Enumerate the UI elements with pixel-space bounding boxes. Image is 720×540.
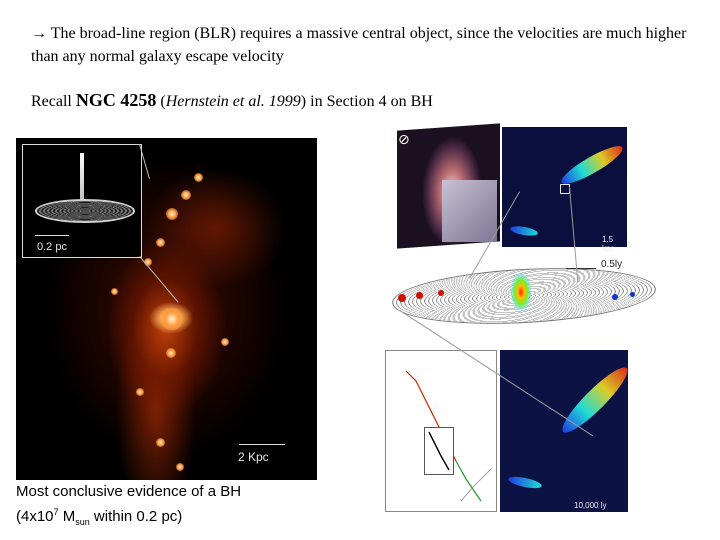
caption-subscript: sun (75, 517, 90, 527)
disk-scale-label: 0.5ly (601, 259, 623, 270)
caption-line-1: Most conclusive evidence of a BH (16, 483, 242, 500)
recall-line: Recall NGC 4258 (Hernstein et al. 1999) … (31, 89, 651, 113)
bullet-body: The broad-line region (BLR) requires a m… (31, 25, 687, 65)
compass-icon: ⊘ (398, 132, 410, 148)
disk-scale-bar (566, 268, 596, 269)
radio-bottom-scale-label: 10,000 ly (574, 501, 607, 510)
rotation-curve-plot (385, 350, 497, 512)
maser-composite: ⊘ 1.5 kpc 0.5ly 10,000 ly (380, 122, 680, 522)
object-name: NGC 4258 (75, 90, 157, 110)
citation: Hernstein et al. 1999 (165, 93, 301, 110)
recall-prefix: Recall (31, 93, 76, 110)
disk-graphic (35, 199, 135, 223)
maser-core (508, 269, 534, 315)
radio-top-scale-label: 1.5 kpc (602, 235, 615, 253)
jet-graphic (80, 153, 84, 203)
galaxy-scale-label: 2 Kpc (238, 450, 269, 464)
rotation-inset (424, 427, 454, 475)
bullet-text: → The broad-line region (BLR) requires a… (31, 22, 701, 68)
inset-scale-label: 0.2 pc (37, 241, 67, 253)
recall-close: ) in Section 4 on BH (300, 93, 433, 110)
caption-line-2: (4x107 Msun within 0.2 pc) (16, 507, 183, 527)
recall-open: ( (156, 93, 166, 110)
caption-exponent: 7 (53, 507, 59, 517)
galaxy-scale-bar (239, 444, 285, 445)
optical-overlay (442, 180, 497, 242)
galaxy-image: 0.2 pc 2 Kpc (16, 138, 317, 480)
radio-map-top: 1.5 kpc (502, 127, 627, 253)
caption: Most conclusive evidence of a BH (4x107 … (16, 481, 316, 533)
zoom-line (139, 256, 179, 303)
radio-map-bottom: 10,000 ly (500, 350, 634, 512)
arrow-icon: → (31, 25, 47, 42)
inset-disk-panel: 0.2 pc (22, 144, 142, 258)
inset-scale-bar (35, 235, 69, 236)
